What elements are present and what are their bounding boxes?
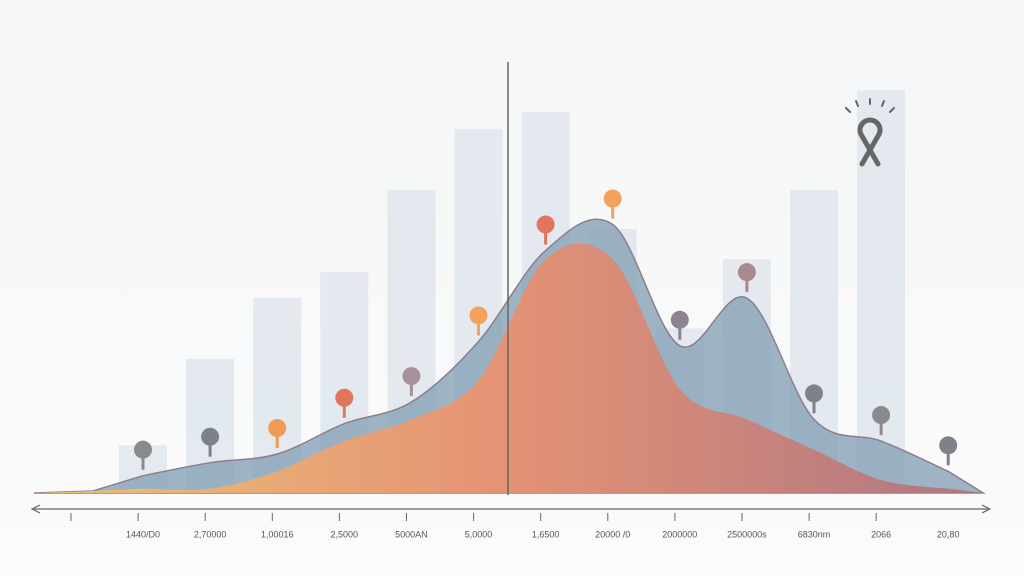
marker-head [536,215,555,234]
x-tick-label: 2000000 [662,529,697,539]
marker-head [268,419,287,438]
x-tick-label: 20000 /0 [595,529,630,539]
marker-pin [737,263,756,293]
marker-pin [603,189,622,219]
marker-pin [268,419,287,449]
marker-pin [201,427,220,457]
marker-pin [872,406,891,436]
marker-head [737,263,756,282]
x-tick-label: 5000AN [395,529,428,539]
marker-pin [536,215,555,245]
marker-head [402,367,421,386]
marker-pin [670,310,689,340]
marker-pin [402,367,421,397]
marker-head [134,440,152,459]
x-tick-label: 1440/D0 [126,529,160,539]
marker-pin [335,388,354,418]
marker-pin [469,306,488,336]
x-tick-label: 2500000s [727,529,767,539]
marker-head [469,306,488,325]
x-tick-label: 2,5000 [331,529,359,539]
x-tick-label: 2,70000 [194,529,227,539]
x-tick-label: 5,0000 [465,529,493,539]
marker-pin [134,440,152,470]
x-tick-label: 2066 [871,529,891,539]
ribbon-icon [845,98,895,167]
marker-head [201,427,220,446]
marker-head [603,189,622,208]
axis-arrows [30,504,992,514]
x-tick-label: 1,00016 [261,529,294,539]
marker-head [805,384,823,403]
x-tick-label: 1,6500 [532,529,560,539]
marker-pin [939,436,958,466]
marker-head [872,406,891,425]
x-tick-label: 6830nm [798,529,831,539]
marker-head [939,436,958,455]
marker-head [670,310,689,329]
marker-pin [805,384,823,414]
x-tick-label: 20,80 [937,529,960,539]
marker-head [335,388,354,407]
